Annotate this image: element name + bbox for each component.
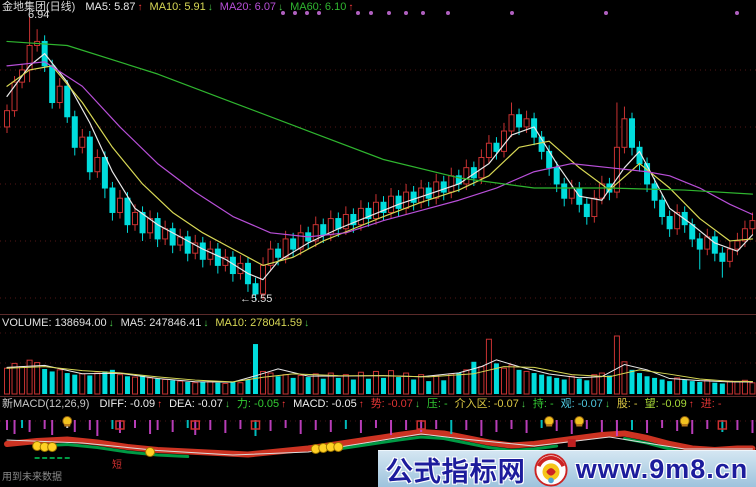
ma5-value: MA5: 5.87 <box>85 1 136 13</box>
ma5-value-arrow: ↑ <box>137 2 143 13</box>
ma20-value: MA20: 6.07 <box>219 1 277 13</box>
dea-value-arrow: ↓ <box>224 399 230 410</box>
ma20-value-arrow: ↓ <box>278 2 284 13</box>
gu-value: 股: - <box>616 398 638 410</box>
volume-value: VOLUME: 138694.00 <box>2 317 107 329</box>
volume-ma10-value: MA10: 278041.59 <box>215 317 303 329</box>
watermark-url: www.9m8.cn <box>575 454 749 484</box>
volume-ma5-value: MA5: 247846.41 <box>120 317 202 329</box>
volume-ma10-value-arrow: ↓ <box>304 318 310 329</box>
jieruqu-value: 介入区: -0.07 <box>454 398 519 410</box>
watermark-site-name: 公式指标网 <box>385 457 526 487</box>
short-signal-label: 短 <box>112 460 122 471</box>
ma60-value: MA60: 6.10 <box>290 1 347 13</box>
jin-value: 进: - <box>700 398 722 410</box>
jieruqu-value-arrow: ↓ <box>520 399 526 410</box>
volume-value-arrow: ↓ <box>108 318 114 329</box>
shi-value: 势: -0.07 <box>370 398 413 410</box>
ma10-value-arrow: ↓ <box>207 2 213 13</box>
low-price-label: ←5.55 <box>240 293 273 305</box>
wang-value-arrow: ↑ <box>688 399 694 410</box>
ya-value: 压: - <box>426 398 448 410</box>
main-chart-header: 金地集团(日线) MA5: 5.87 ↑ MA10: 5.91 ↓ MA20: 6.07… <box>2 1 360 14</box>
site-logo-icon <box>534 452 568 487</box>
ma10-value: MA10: 5.91 <box>149 1 206 13</box>
diff-value-arrow: ↑ <box>157 399 163 410</box>
volume-header: VOLUME: 138694.00 ↓ MA5: 247846.41 ↓ MA10: 2… <box>2 317 316 330</box>
high-price-label: 6.94 <box>28 9 50 21</box>
macd-value-arrow: ↑ <box>358 399 364 410</box>
macd-indicator-title: 新MACD(12,26,9) <box>2 398 90 410</box>
watermark-banner: 公式指标网 www.9m8.cn <box>378 450 756 487</box>
ma60-value-arrow: ↑ <box>348 2 354 13</box>
stock-title: 金地集团(日线) <box>2 1 76 13</box>
wang-value: 望: -0.09 <box>644 398 687 410</box>
guan-value: 观: -0.07 <box>560 398 603 410</box>
shi-value-arrow: ↓ <box>414 399 420 410</box>
macd-header: 新MACD(12,26,9) DIFF: -0.09 ↑ DEA: -0.07 ↓ 力:… <box>2 398 729 411</box>
li-value-arrow: ↑ <box>281 399 287 410</box>
dea-value: DEA: -0.07 <box>169 398 223 410</box>
guan-value-arrow: ↓ <box>604 399 610 410</box>
chi-value: 持: - <box>532 398 554 410</box>
future-data-note: 用到未来数据 <box>2 472 62 483</box>
diff-value: DIFF: -0.09 <box>99 398 156 410</box>
macd-value: MACD: -0.05 <box>293 398 357 410</box>
volume-ma5-value-arrow: ↓ <box>203 318 209 329</box>
li-value: 力: -0.05 <box>236 398 280 410</box>
